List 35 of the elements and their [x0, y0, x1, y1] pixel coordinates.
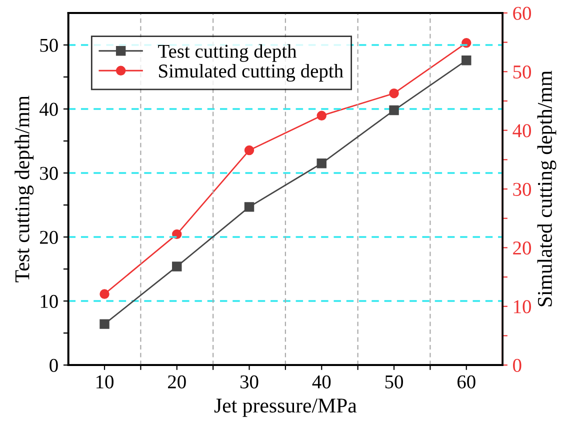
y2-tick-label: 60	[513, 6, 531, 20]
y2-tick-label: 50	[513, 65, 531, 79]
y2-tick-label: 30	[513, 182, 531, 196]
y-tick-label: 40	[40, 102, 58, 116]
y-tick-label: 50	[40, 38, 58, 52]
y-tick-label: 10	[40, 294, 58, 308]
point	[462, 55, 472, 66]
y2-tick-label: 0	[513, 358, 522, 372]
legend-label: Test cutting depth	[158, 44, 297, 62]
point	[244, 202, 254, 212]
y2-tick-label: 10	[514, 300, 531, 314]
y-axis-title: Test cutting depth/mm	[14, 96, 34, 282]
y2-tick-label: 20	[513, 241, 531, 255]
legend-label: Simulated cutting depth	[159, 64, 344, 82]
point	[389, 88, 399, 98]
x-tick-label: 60	[458, 375, 476, 388]
y-tick-label: 20	[40, 230, 58, 244]
y-tick-label: 0	[50, 358, 58, 372]
point	[172, 229, 182, 240]
point	[244, 145, 254, 156]
point	[389, 105, 399, 116]
point	[316, 158, 326, 168]
x-tick-label: 20	[168, 375, 186, 388]
x-tick-label: 40	[312, 375, 331, 388]
y-tick-label: 30	[40, 166, 58, 180]
x-tick-label: 30	[240, 375, 258, 388]
x-tick-label: 50	[385, 375, 403, 388]
point	[316, 110, 326, 121]
x-axis-title: Jet pressure/MPa	[214, 398, 357, 417]
point	[172, 262, 182, 272]
y2-tick-label: 40	[512, 124, 531, 138]
point	[100, 319, 110, 329]
x-tick-label: 10	[96, 375, 114, 388]
y2-axis-title: Simulated cutting depth/mm	[537, 70, 556, 306]
point	[100, 289, 110, 299]
